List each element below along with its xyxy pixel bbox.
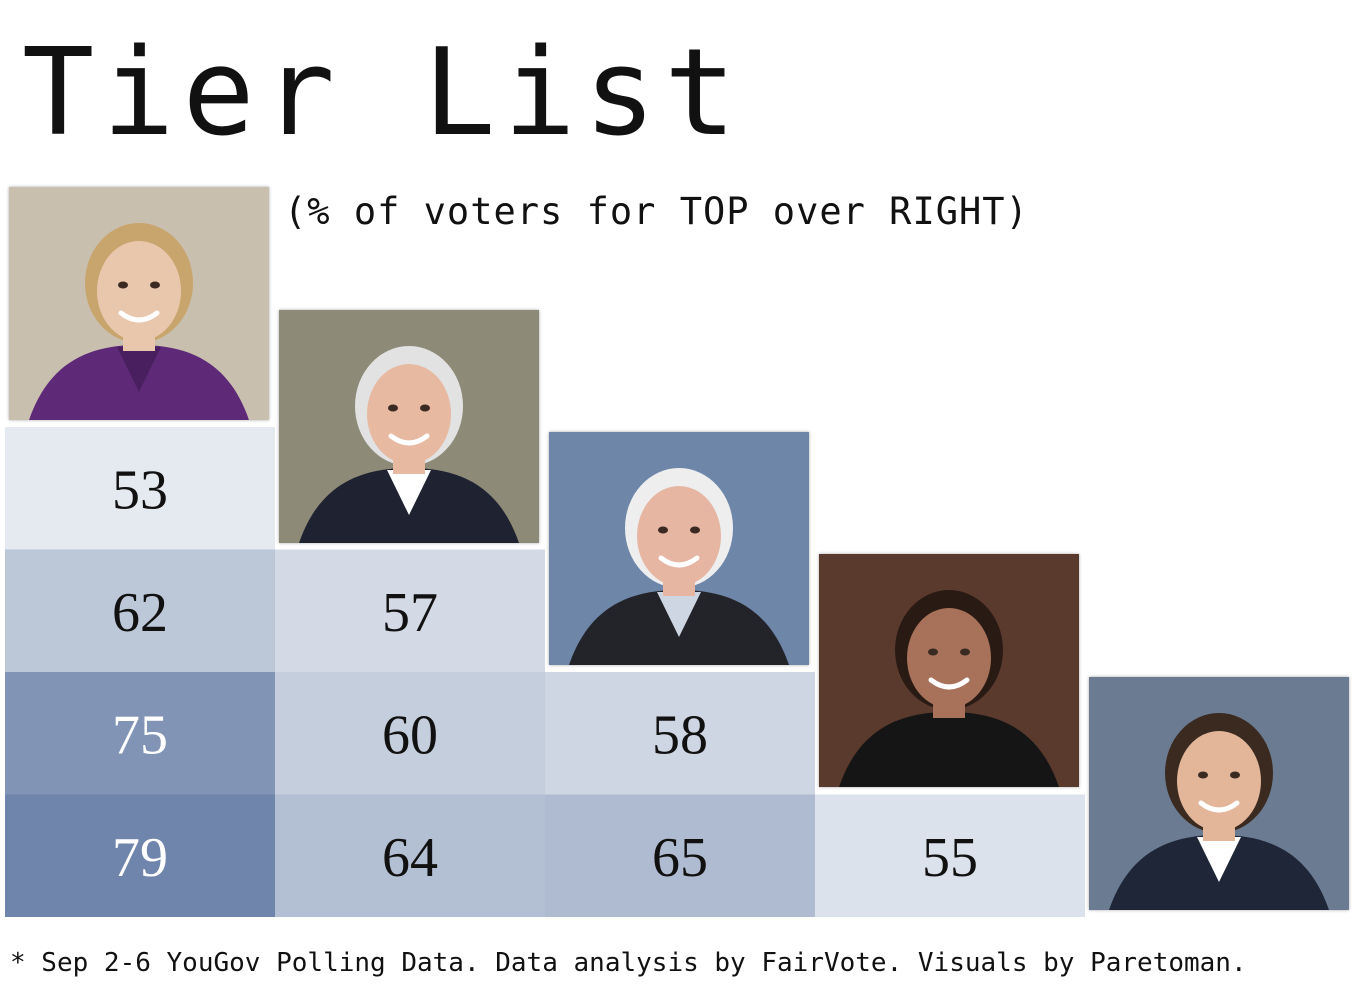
heatmap-cell-value: 62 [112,582,168,644]
heatmap-cell-fill [5,549,275,672]
portrait-woman-dark-hair-flags-icon [819,554,1079,787]
heatmap-cell-value: 79 [112,827,168,889]
heatmap-cell-fill [5,794,275,917]
heatmap-cell-fill [5,427,275,550]
heatmap-cell-fill [275,672,545,795]
heatmap-cell-value: 75 [112,704,168,766]
heatmap-cell: 64 [275,794,545,917]
heatmap-cell-value: 53 [112,459,168,521]
heatmap-cell-fill [5,672,275,795]
heatmap-cell-value: 64 [382,827,438,889]
heatmap-cell-value: 58 [652,704,708,766]
portrait-man-white-hair-blue-tie-icon [279,310,539,543]
heatmap-cell-value: 55 [922,827,978,889]
portrait-man-dark-hair-flags-icon [1089,677,1349,910]
heatmap-cell: 53 [5,427,275,550]
heatmap-cell: 75 [5,672,275,795]
heatmap-cell: 65 [545,794,815,917]
portrait-woman-purple-jacket-icon [9,187,269,420]
heatmap-cell: 60 [275,672,545,795]
heatmap-cell: 55 [815,794,1085,917]
heatmap-cell: 57 [275,549,545,672]
heatmap-cell-fill [815,794,1085,917]
portrait-man-glasses-white-hair-icon [549,432,809,665]
heatmap-cell-fill [545,794,815,917]
page-title: Tier List [22,24,745,163]
heatmap-cell: 79 [5,794,275,917]
heatmap-cell-value: 57 [382,582,438,644]
heatmap-cell-value: 60 [382,704,438,766]
chart-subtitle: (% of voters for TOP over RIGHT) [284,190,1029,233]
footnote: * Sep 2-6 YouGov Polling Data. Data anal… [10,948,1247,978]
heatmap-cell: 62 [5,549,275,672]
heatmap-cell-value: 65 [652,827,708,889]
heatmap-cell-fill [275,549,545,672]
heatmap-cell-fill [275,794,545,917]
heatmap-cell-fill [545,672,815,795]
heatmap-cell: 58 [545,672,815,795]
